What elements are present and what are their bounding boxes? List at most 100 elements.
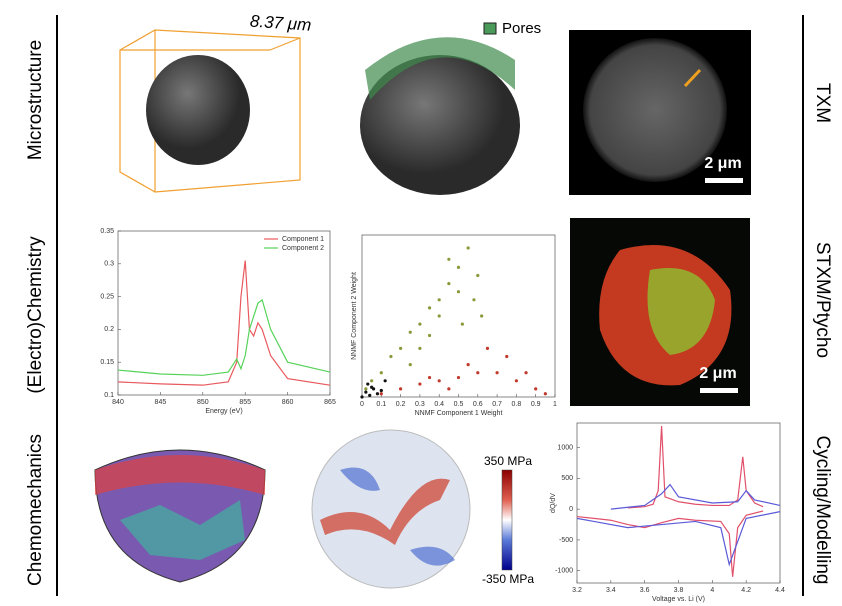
point (457, 376, 460, 379)
point (515, 379, 518, 382)
x-tick-label: 0.8 (512, 401, 522, 408)
stress-map (312, 430, 470, 588)
x-tick-label: 3.8 (674, 587, 684, 594)
x-axis-label: Voltage vs. Li (V) (652, 596, 705, 603)
point (428, 306, 431, 309)
point (418, 323, 421, 326)
x-tick-label: 4.4 (775, 587, 785, 594)
point (360, 395, 363, 398)
point (370, 386, 373, 389)
colorbar (502, 470, 512, 570)
y-tick-label: 0 (569, 506, 573, 513)
x-tick-label: 0.2 (396, 401, 406, 408)
x-tick-label: 4.2 (741, 587, 751, 594)
x-tick-label: 0.6 (473, 401, 483, 408)
x-tick-label: 4 (710, 587, 714, 594)
legend-label: Component 1 (282, 236, 324, 243)
size-label: 8.37 μm (249, 12, 311, 35)
y-tick-label: 0.3 (104, 261, 114, 268)
point (524, 371, 527, 374)
point (380, 392, 383, 395)
x-tick-label: 855 (239, 399, 251, 406)
point (461, 323, 464, 326)
plot-area (118, 231, 330, 395)
point (438, 298, 441, 301)
point (428, 376, 431, 379)
y-tick-label: 0.35 (100, 228, 114, 235)
row-label: (Electro)Chemistry (25, 236, 46, 394)
point (399, 347, 402, 350)
scale-bar (700, 388, 738, 393)
point (457, 290, 460, 293)
x-tick-label: 860 (282, 399, 294, 406)
point (364, 391, 367, 394)
colorbar-label: 350 MPa (484, 454, 532, 468)
point (380, 371, 383, 374)
point (418, 347, 421, 350)
point (380, 389, 383, 392)
legend-swatch (484, 23, 496, 34)
x-tick-label: 0.1 (376, 401, 386, 408)
scale-label: 2 μm (704, 155, 741, 172)
x-tick-label: 0 (360, 401, 364, 408)
x-axis-label: Energy (eV) (205, 408, 242, 415)
y-axis-label: dQ/dV (550, 493, 557, 513)
point (467, 363, 470, 366)
y-tick-label: 1000 (557, 444, 573, 451)
x-axis-label: NNMF Component 1 Weight (415, 410, 503, 417)
point (505, 355, 508, 358)
point (399, 387, 402, 390)
y-tick-label: 0.2 (104, 326, 114, 333)
point (376, 392, 379, 395)
plot-area (577, 423, 780, 583)
row-label: STXM/Ptycho (812, 242, 833, 358)
figure: Microstructure (Electro)Chemistry Chemom… (0, 0, 842, 606)
x-tick-label: 0.7 (492, 401, 502, 408)
point (486, 347, 489, 350)
point (368, 394, 371, 397)
y-tick-label: -500 (559, 537, 573, 544)
point (457, 266, 460, 269)
x-tick-label: 850 (197, 399, 209, 406)
row-label: Chemomechanics (25, 434, 46, 586)
x-tick-label: 3.4 (606, 587, 616, 594)
y-tick-label: -1000 (555, 568, 573, 575)
x-tick-label: 0.4 (434, 401, 444, 408)
point (447, 282, 450, 285)
y-tick-label: 0.1 (104, 392, 114, 399)
point (370, 379, 373, 382)
x-tick-label: 0.5 (454, 401, 464, 408)
particle (146, 55, 250, 165)
row-label: Microstructure (25, 40, 46, 160)
point (544, 392, 547, 395)
legend-label: Pores (502, 20, 541, 37)
point (389, 355, 392, 358)
row-label: Cycling/Modelling (812, 436, 833, 585)
point (447, 258, 450, 261)
y-tick-label: 500 (561, 475, 573, 482)
scale-label: 2 μm (699, 365, 736, 382)
row-label: TXM (812, 83, 833, 123)
x-tick-label: 3.6 (640, 587, 650, 594)
point (496, 371, 499, 374)
y-tick-label: 0.15 (100, 359, 114, 366)
x-tick-label: 865 (324, 399, 336, 406)
x-tick-label: 845 (155, 399, 167, 406)
x-tick-label: 1 (553, 401, 557, 408)
point (467, 246, 470, 249)
point (476, 274, 479, 277)
x-tick-label: 840 (112, 399, 124, 406)
point (534, 387, 537, 390)
point (476, 371, 479, 374)
point (409, 331, 412, 334)
point (428, 334, 431, 337)
point (438, 379, 441, 382)
x-tick-label: 0.3 (415, 401, 425, 408)
colorbar-label: -350 MPa (482, 572, 534, 586)
point (366, 382, 369, 385)
point (364, 387, 367, 390)
x-tick-label: 3.2 (572, 587, 582, 594)
point (409, 363, 412, 366)
y-axis-label: NNMF Component 2 Weight (351, 272, 358, 360)
point (438, 314, 441, 317)
